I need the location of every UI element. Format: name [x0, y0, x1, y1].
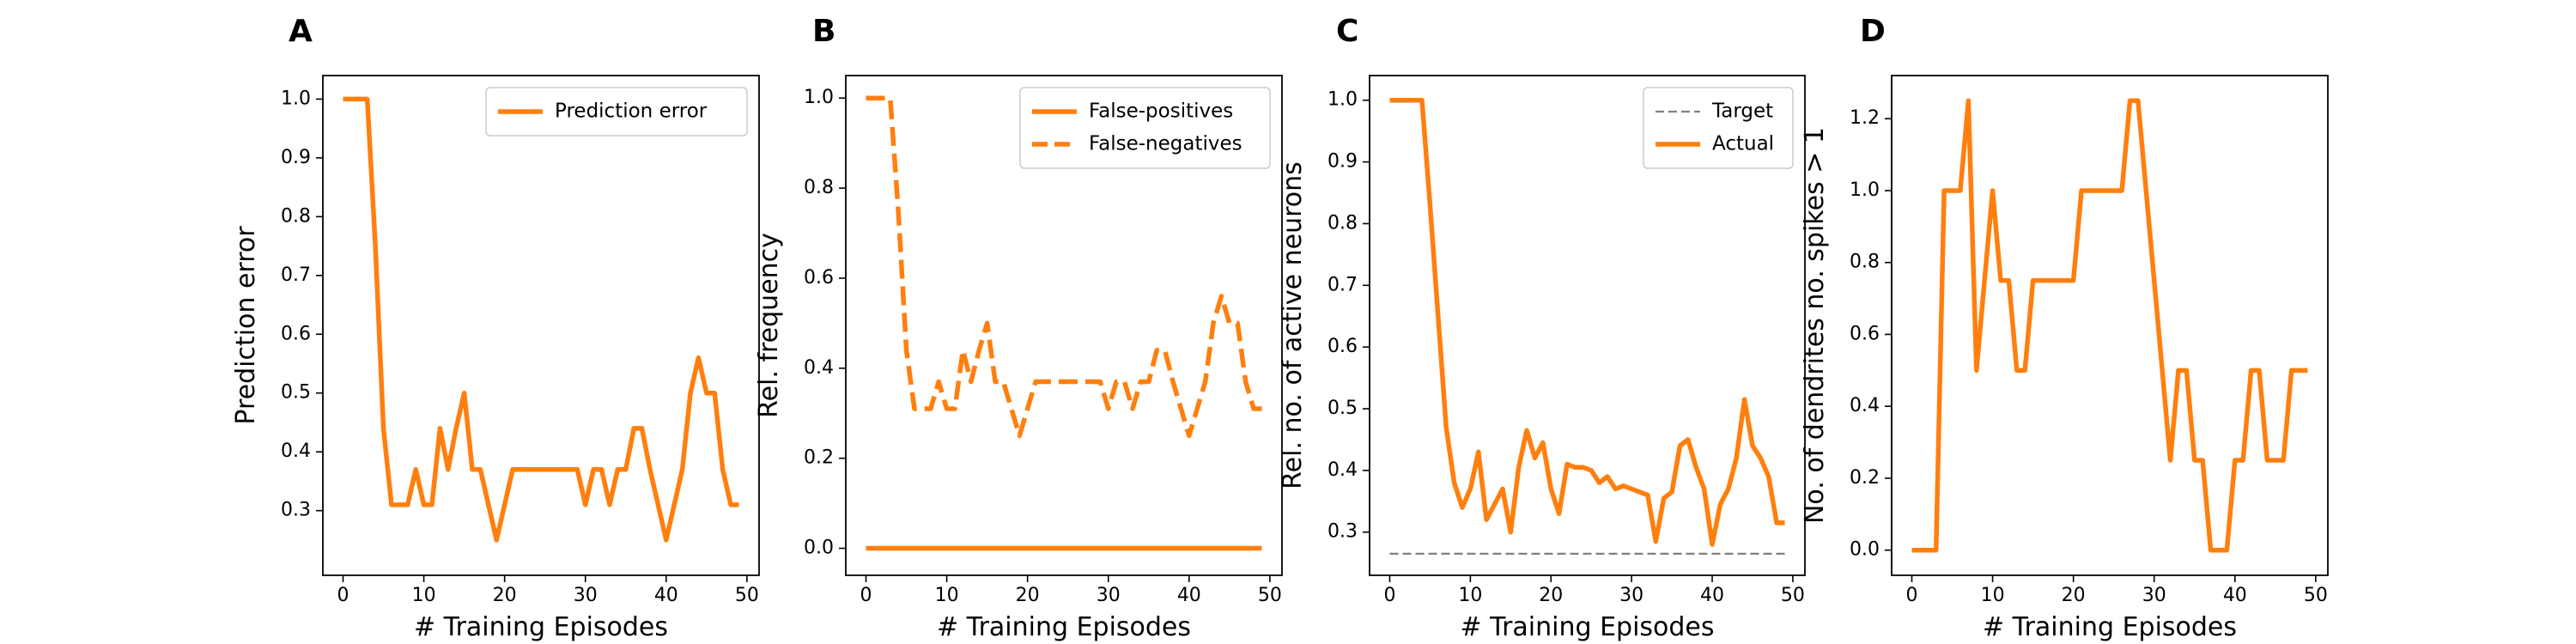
legend-label: Actual	[1712, 133, 1774, 155]
x-tick-label: 20	[1016, 585, 1040, 606]
legend	[1643, 87, 1794, 169]
y-tick-label: 0.0	[1850, 539, 1880, 561]
x-tick-label: 30	[1619, 585, 1643, 606]
x-tick-label: 50	[735, 585, 759, 606]
y-axis-label: Rel. no. of active neurons	[1278, 161, 1308, 489]
y-axis-label: Prediction error	[231, 226, 261, 425]
panel-letter: A	[289, 14, 313, 49]
x-tick-label: 40	[1177, 585, 1201, 606]
x-tick-label: 0	[860, 585, 872, 606]
y-tick-label: 0.8	[281, 205, 311, 227]
y-tick-label: 0.3	[1327, 521, 1358, 543]
y-tick-label: 1.2	[1850, 107, 1880, 129]
x-tick-label: 0	[337, 585, 349, 606]
x-tick-label: 20	[2062, 585, 2086, 606]
panel-b: B 0 10 20 30 40 50 0.0 0.2 0.4 0.6 0.8 1.0 # Training…	[754, 14, 1283, 642]
y-tick-label: 0.5	[281, 382, 311, 404]
legend-label: False-positives	[1089, 100, 1233, 123]
x-tick-label: 50	[1258, 585, 1282, 606]
x-axis-label: # Training Episodes	[1983, 612, 2237, 642]
x-tick-label: 40	[1700, 585, 1724, 606]
x-tick-label: 0	[1383, 585, 1395, 606]
x-tick-label: 10	[935, 585, 959, 606]
y-tick-label: 0.9	[1327, 151, 1358, 173]
panel-d: D 0 10 20 30 40 50 0.0 0.2 0.4 0.6 0.8 1.0 1.2 # Train…	[1800, 14, 2329, 642]
y-tick-label: 0.8	[804, 177, 834, 198]
panel-letter: B	[812, 14, 835, 49]
y-tick-label: 0.5	[1327, 398, 1358, 419]
y-tick-label: 0.6	[804, 267, 834, 289]
y-tick-label: 1.0	[1850, 179, 1880, 201]
y-tick-label: 0.8	[1850, 252, 1880, 273]
y-tick-label: 0.7	[281, 264, 311, 286]
legend-label: Target	[1711, 100, 1773, 123]
legend-label: False-negatives	[1089, 133, 1242, 155]
panel-c: C 0 10 20 30 40 50 0.3 0.4 0.5 0.6 0.7 0.8 0.9 1.0 # Tr…	[1278, 14, 1806, 642]
axes-frame	[1369, 75, 1806, 576]
legend	[485, 87, 748, 137]
legend	[1019, 87, 1271, 169]
y-tick-label: 0.0	[804, 538, 834, 559]
x-tick-label: 20	[493, 585, 517, 606]
legend-label: Prediction error	[555, 100, 708, 123]
y-tick-label: 0.3	[281, 500, 311, 521]
y-tick-label: 1.0	[281, 88, 311, 109]
x-tick-label: 10	[1981, 585, 2005, 606]
x-tick-label: 30	[1097, 585, 1121, 606]
y-tick-label: 1.0	[1327, 89, 1358, 111]
panel-letter: D	[1860, 14, 1886, 49]
x-axis-label: # Training Episodes	[414, 612, 668, 642]
series-line-actual	[1389, 97, 1785, 547]
x-tick-label: 30	[2142, 585, 2166, 606]
panel-a: A 0 10 20 30 40 50 0.3 0.4 0.5 0.6 0.7 0.8 0.9 1.0 # Tr…	[231, 14, 760, 642]
y-tick-label: 0.2	[1850, 467, 1880, 489]
y-tick-label: 0.4	[281, 440, 311, 462]
x-tick-label: 40	[654, 585, 678, 606]
x-tick-label: 30	[574, 585, 598, 606]
x-axis-label: # Training Episodes	[937, 612, 1191, 642]
y-tick-label: 0.2	[804, 447, 834, 469]
y-tick-label: 0.6	[1850, 323, 1880, 344]
y-axis-label: No. of dendrites no. spikes > 1	[1800, 127, 1830, 524]
x-tick-label: 20	[1539, 585, 1563, 606]
x-tick-label: 50	[1781, 585, 1805, 606]
x-tick-label: 10	[412, 585, 436, 606]
y-tick-label: 1.0	[804, 87, 834, 108]
panel-letter: C	[1336, 14, 1358, 49]
x-tick-label: 50	[2304, 585, 2328, 606]
y-tick-label: 0.6	[281, 323, 311, 344]
axes-frame	[322, 75, 760, 576]
y-tick-label: 0.4	[1850, 395, 1880, 416]
x-tick-label: 0	[1906, 585, 1918, 606]
series-line-prediction-error	[343, 96, 739, 543]
y-tick-label: 0.7	[1327, 274, 1358, 295]
axes-frame	[845, 75, 1283, 576]
y-tick-label: 0.4	[804, 357, 834, 379]
x-tick-label: 40	[2223, 585, 2247, 606]
axes-frame	[1891, 75, 2329, 576]
series-line-main	[1911, 98, 2308, 553]
y-tick-label: 0.4	[1327, 459, 1358, 481]
y-tick-label: 0.8	[1327, 212, 1358, 234]
x-axis-label: # Training Episodes	[1460, 612, 1714, 642]
x-tick-label: 10	[1458, 585, 1482, 606]
y-tick-label: 0.9	[281, 147, 311, 168]
y-axis-label: Rel. frequency	[754, 233, 784, 418]
y-tick-label: 0.6	[1327, 336, 1358, 357]
series-line-false-negatives	[866, 95, 1262, 439]
